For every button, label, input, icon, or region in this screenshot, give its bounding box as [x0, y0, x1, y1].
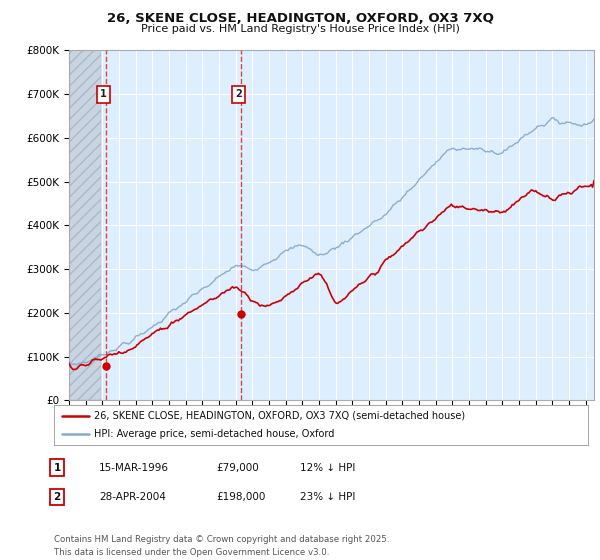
- Text: 12% ↓ HPI: 12% ↓ HPI: [300, 463, 355, 473]
- Text: 1: 1: [100, 89, 107, 99]
- Text: HPI: Average price, semi-detached house, Oxford: HPI: Average price, semi-detached house,…: [94, 430, 334, 439]
- Text: Price paid vs. HM Land Registry's House Price Index (HPI): Price paid vs. HM Land Registry's House …: [140, 24, 460, 34]
- Text: 23% ↓ HPI: 23% ↓ HPI: [300, 492, 355, 502]
- Text: 26, SKENE CLOSE, HEADINGTON, OXFORD, OX3 7XQ (semi-detached house): 26, SKENE CLOSE, HEADINGTON, OXFORD, OX3…: [94, 411, 465, 421]
- Text: £198,000: £198,000: [216, 492, 265, 502]
- Text: 15-MAR-1996: 15-MAR-1996: [99, 463, 169, 473]
- Bar: [69, 50, 101, 400]
- Text: Contains HM Land Registry data © Crown copyright and database right 2025.
This d: Contains HM Land Registry data © Crown c…: [54, 535, 389, 557]
- Text: 28-APR-2004: 28-APR-2004: [99, 492, 166, 502]
- Text: £79,000: £79,000: [216, 463, 259, 473]
- Text: 2: 2: [235, 89, 242, 99]
- Text: 1: 1: [53, 463, 61, 473]
- Text: 2: 2: [53, 492, 61, 502]
- Text: 26, SKENE CLOSE, HEADINGTON, OXFORD, OX3 7XQ: 26, SKENE CLOSE, HEADINGTON, OXFORD, OX3…: [107, 12, 493, 25]
